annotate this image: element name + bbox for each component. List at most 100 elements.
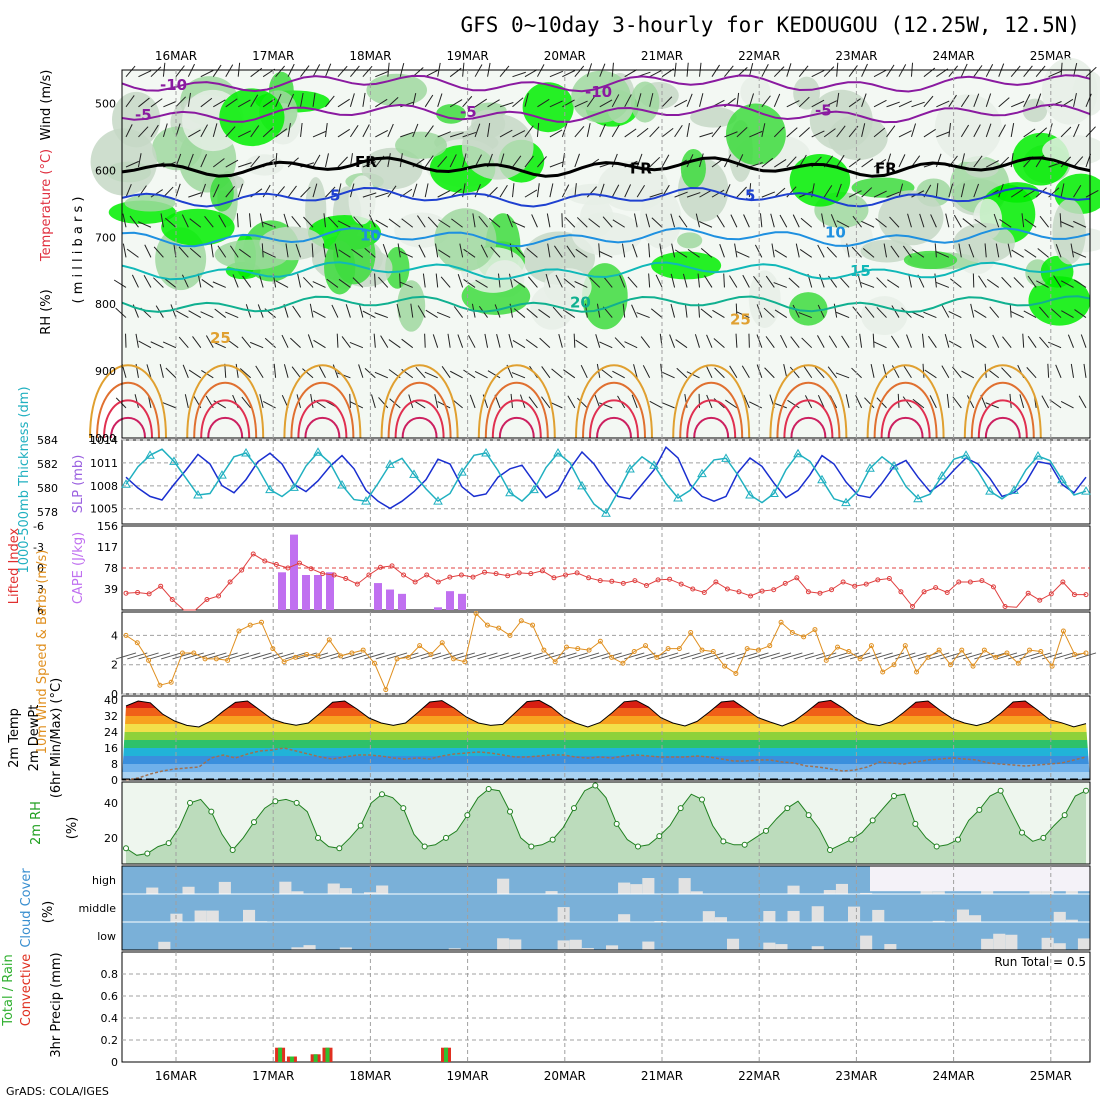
wind-barb	[753, 275, 763, 288]
date-label-top: 23MAR	[835, 49, 877, 63]
rh-point	[912, 820, 919, 827]
isotherm-arch	[207, 416, 244, 439]
wind-barb	[624, 128, 637, 138]
rh-point	[976, 806, 983, 813]
wind-barb	[873, 190, 887, 198]
wind-barb	[1023, 128, 1036, 138]
wind-barb	[599, 99, 613, 108]
wind-barb	[636, 153, 643, 168]
wind-barb	[675, 339, 688, 349]
wind-barb	[603, 276, 613, 288]
isotherm-label: 15	[850, 262, 871, 280]
wind-barb	[600, 368, 613, 379]
wind-barb	[512, 130, 526, 138]
wind-barb	[546, 213, 551, 228]
wind-barb-10m	[273, 652, 295, 660]
wind-barb	[670, 213, 676, 228]
wind-barb	[553, 245, 563, 258]
rh-point	[955, 836, 961, 843]
wind-barb	[1060, 400, 1074, 409]
wind-barb	[906, 334, 912, 348]
panel-y-labels: Wind (m/s) Temperature (°C) RH (%) ( m i l …	[1, 70, 86, 1058]
y-label-2m-dewpt: 2m DewPt	[27, 705, 42, 772]
wind-barb	[748, 93, 755, 107]
wind-barb	[217, 245, 227, 258]
cloud-partial	[1077, 938, 1090, 950]
wind-barb	[214, 308, 227, 318]
wind-barb	[848, 190, 862, 198]
wind-barb	[512, 339, 526, 349]
y-label-millibars: ( m i l l i b a r s )	[71, 197, 86, 304]
rh-point	[741, 841, 748, 848]
rh-point	[443, 834, 449, 841]
wind-barb	[798, 127, 810, 138]
wind-barb	[424, 125, 434, 138]
cloud-partial	[727, 938, 740, 950]
wind-barb-10m	[906, 652, 927, 660]
lifted-index-point	[563, 572, 569, 578]
wind-barb	[138, 340, 152, 349]
cloud-partial	[606, 945, 619, 950]
wind-speed-point	[394, 656, 400, 662]
wind-barb	[712, 309, 725, 318]
wind-barb	[562, 70, 576, 78]
precip-convective-bar	[444, 1047, 448, 1062]
wind-barb	[574, 153, 580, 168]
rh-point	[763, 827, 769, 834]
wind-speed-point	[609, 654, 615, 660]
wind-barb	[742, 274, 750, 288]
rh-point	[784, 805, 791, 812]
wind-barb	[441, 366, 451, 379]
wind-barb	[611, 124, 620, 138]
wind-barb	[1073, 220, 1087, 228]
wind-barb	[226, 338, 239, 349]
wind-barb	[974, 309, 987, 318]
wind-barb-10m	[895, 652, 916, 660]
wind-barb	[902, 396, 912, 409]
wind-barb-10m	[262, 652, 283, 660]
wind-barb	[631, 394, 638, 409]
wind-barb	[598, 402, 613, 409]
wind-barb	[922, 363, 925, 378]
wind-barb	[449, 99, 463, 108]
wind-barb	[248, 213, 252, 228]
lifted-index-point	[921, 589, 927, 595]
wind-barb	[181, 214, 189, 228]
wind-barb	[735, 303, 738, 318]
wind-barb	[399, 250, 413, 258]
date-label-top: 22MAR	[738, 49, 780, 63]
wind-barb	[212, 184, 220, 198]
wind-barb	[337, 65, 348, 78]
wind-barb	[624, 69, 638, 78]
wind-barb-10m	[465, 652, 487, 660]
wind-barb	[552, 306, 563, 318]
wind-barb	[474, 184, 481, 198]
rh-shading	[740, 76, 771, 108]
isotherm-label: FR	[630, 160, 652, 178]
thickness-slp-panel: 578 580 582 584 1005 1008 1011 1014	[37, 434, 1091, 525]
wind-barb	[973, 124, 981, 138]
wind-barb	[531, 214, 538, 228]
wind-barb	[736, 251, 750, 258]
slp-marker	[265, 484, 275, 494]
wind-barb	[948, 183, 954, 198]
wind-barb	[241, 396, 252, 409]
wind-barb	[462, 131, 477, 138]
wind-barb	[736, 127, 748, 138]
date-label-top: 24MAR	[933, 49, 975, 63]
wind-barb	[375, 219, 389, 228]
wind-barb	[499, 129, 513, 138]
wind-barb	[873, 69, 887, 78]
wind-barb	[864, 306, 875, 318]
wind-barb	[575, 248, 588, 258]
lifted-index-point	[482, 569, 488, 575]
wind-barb	[341, 336, 351, 348]
wind-barb	[555, 274, 563, 288]
wind-barb	[998, 183, 1004, 198]
rh-point	[229, 847, 236, 854]
wind-barb	[923, 67, 936, 78]
wind-barb	[936, 131, 950, 138]
wind-barb	[734, 243, 738, 258]
wind-barb	[528, 276, 538, 288]
wind-speed-point	[586, 647, 592, 653]
